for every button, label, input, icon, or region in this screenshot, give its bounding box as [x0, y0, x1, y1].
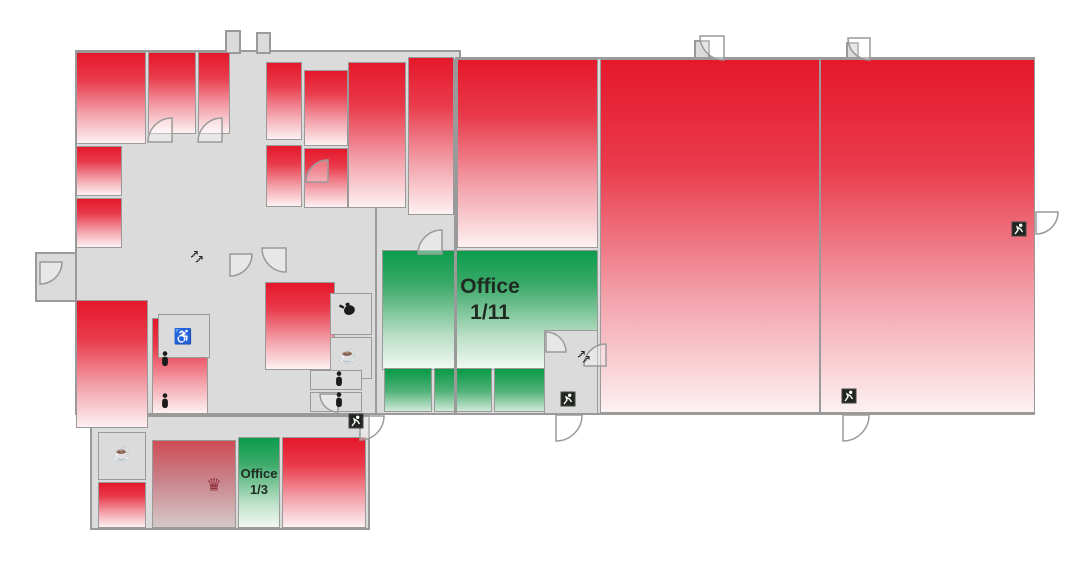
person-icon [161, 351, 170, 371]
wheelchair-icon: ♿ [173, 328, 193, 346]
building-base-top-tab [225, 30, 241, 54]
person-icon [335, 392, 344, 412]
room-occupied[interactable] [304, 70, 348, 146]
door-swing-arc [319, 393, 339, 413]
room-occupied[interactable] [600, 59, 820, 413]
door-swing-arc [229, 253, 253, 277]
room-label-line: Office [460, 275, 520, 298]
room-occupied[interactable] [198, 52, 230, 134]
building-base-top-tab [694, 40, 710, 59]
exit-icon [841, 388, 857, 404]
room-occupied[interactable] [282, 437, 366, 528]
door-swing-arc [147, 117, 173, 143]
building-base-top-tab [256, 32, 271, 54]
room-occupied[interactable] [348, 62, 406, 208]
room-occupied[interactable] [265, 282, 335, 370]
door-swing-arc [699, 35, 725, 61]
door-swing-arc [545, 331, 567, 353]
door-swing-arc [842, 414, 870, 442]
room-occupied[interactable] [76, 198, 122, 248]
person-icon [161, 393, 170, 413]
crown-icon: ♛ [206, 475, 222, 495]
room-label-line: Office [240, 466, 278, 481]
exit-icon [348, 413, 364, 429]
room-occupied-muted[interactable] [152, 440, 236, 528]
door-swing-arc [847, 37, 871, 61]
person-icon [335, 371, 344, 391]
wall-segment [375, 208, 377, 413]
room-wc[interactable] [310, 370, 362, 390]
door-swing-arc [261, 247, 287, 273]
room-occupied[interactable] [408, 57, 454, 215]
kettle-icon [338, 302, 357, 321]
room-label-line: 1/11 [470, 301, 510, 324]
room-label-office-1-11: Office 1/11 [382, 274, 598, 326]
exit-icon [560, 391, 576, 407]
room-label-office-1-3: Office 1/3 [234, 466, 284, 498]
room-occupied[interactable] [266, 62, 302, 140]
room-occupied[interactable] [457, 59, 598, 248]
wall-segment [454, 59, 457, 413]
room-occupied[interactable] [76, 146, 122, 196]
door-swing-arc [197, 117, 223, 143]
door-swing-arc [39, 261, 63, 285]
room-occupied[interactable] [98, 482, 146, 528]
room-occupied[interactable] [266, 145, 302, 207]
room-occupied[interactable] [76, 300, 148, 428]
door-swing-arc [305, 159, 329, 183]
room-office-1-3[interactable] [238, 437, 280, 528]
room-occupied[interactable] [820, 59, 1035, 413]
door-swing-arc [583, 343, 607, 367]
coffee-icon: ☕ [112, 445, 132, 463]
room-free[interactable] [434, 368, 492, 412]
coffee-icon: ☕ [338, 347, 358, 365]
room-label-line: 1/3 [249, 482, 269, 497]
room-kitchenette[interactable] [98, 432, 146, 480]
door-swing-arc [417, 229, 443, 255]
room-accessible-wc[interactable] [158, 314, 210, 358]
room-occupied[interactable] [304, 148, 348, 208]
room-free[interactable] [384, 368, 432, 412]
door-swing-arc [555, 414, 583, 442]
room-occupied[interactable] [76, 52, 146, 144]
exit-icon [1011, 221, 1027, 237]
door-swing-arc [1035, 211, 1059, 235]
door-swing-arc [359, 415, 385, 441]
